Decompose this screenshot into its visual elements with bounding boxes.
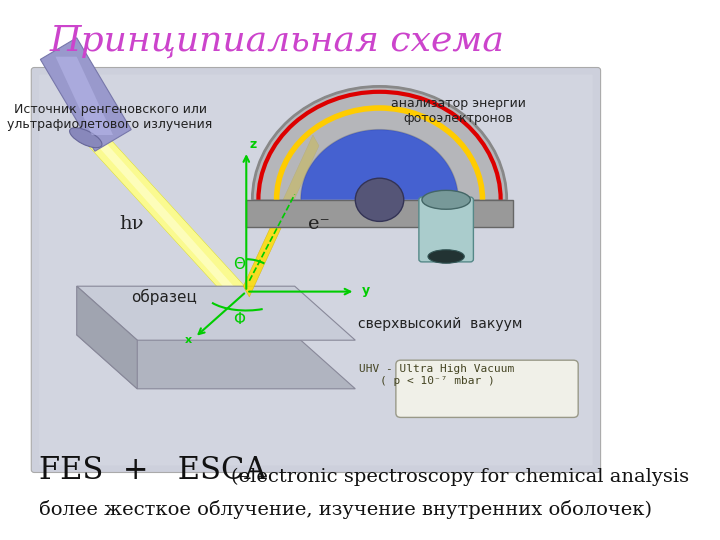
Text: FES  +   ESCA: FES + ESCA <box>39 455 276 486</box>
Text: анализатор энергии
фотоэлектронов: анализатор энергии фотоэлектронов <box>391 97 526 125</box>
FancyBboxPatch shape <box>39 75 593 465</box>
Text: Φ: Φ <box>233 312 245 327</box>
FancyBboxPatch shape <box>31 68 600 472</box>
Text: сверхвысокий  вакуум: сверхвысокий вакуум <box>358 317 522 331</box>
Text: Θ: Θ <box>233 257 245 272</box>
Polygon shape <box>40 38 131 151</box>
Polygon shape <box>252 86 507 200</box>
Text: y: y <box>361 284 369 298</box>
Polygon shape <box>77 286 355 340</box>
Ellipse shape <box>70 128 102 147</box>
Polygon shape <box>77 286 138 389</box>
Text: образец: образец <box>132 289 197 305</box>
FancyBboxPatch shape <box>419 197 474 262</box>
Ellipse shape <box>355 178 404 221</box>
Ellipse shape <box>422 190 470 209</box>
Text: e⁻: e⁻ <box>308 215 330 233</box>
Text: (electronic spectroscopy for chemical analysis: (electronic spectroscopy for chemical an… <box>231 468 689 486</box>
Polygon shape <box>55 57 113 135</box>
Text: более жесткое облучение, изучение внутренних оболочек): более жесткое облучение, изучение внутре… <box>39 501 652 519</box>
Text: x: x <box>184 335 192 345</box>
Text: Принципиальная схема: Принципиальная схема <box>49 24 504 58</box>
Polygon shape <box>301 130 458 200</box>
Text: hν: hν <box>119 215 143 233</box>
Polygon shape <box>92 134 256 316</box>
Text: z: z <box>249 138 256 152</box>
Polygon shape <box>86 132 264 319</box>
Ellipse shape <box>428 249 464 263</box>
Bar <box>246 200 513 227</box>
FancyBboxPatch shape <box>396 360 578 417</box>
Polygon shape <box>243 135 319 297</box>
Text: UHV - Ultra High Vacuum
( p < 10⁻⁷ mbar ): UHV - Ultra High Vacuum ( p < 10⁻⁷ mbar … <box>359 364 515 386</box>
Polygon shape <box>77 335 355 389</box>
Text: Источник ренгеновского или
ультрафиолетового излучения: Источник ренгеновского или ультрафиолето… <box>7 103 212 131</box>
